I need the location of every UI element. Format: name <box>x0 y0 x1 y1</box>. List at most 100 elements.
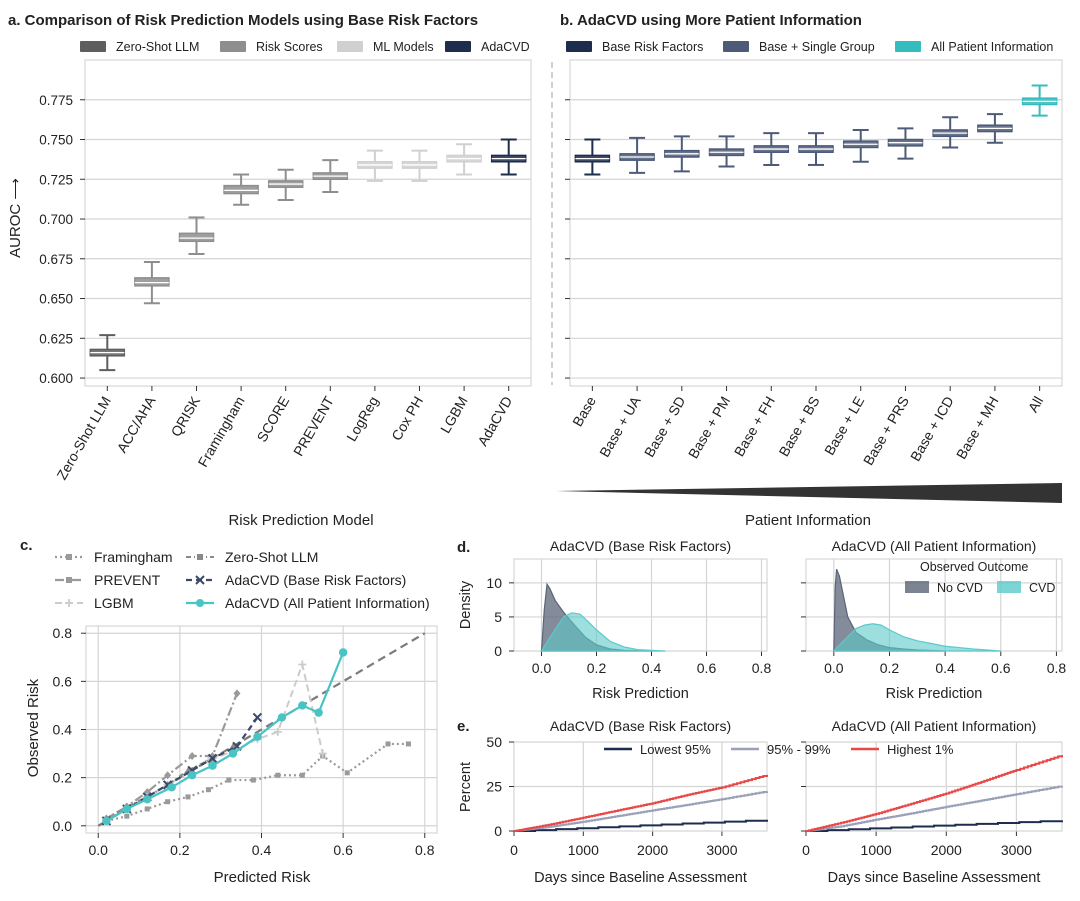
point-adacvd-base-risk-factors <box>252 712 263 723</box>
x-tick-label: 0 <box>510 842 518 858</box>
x-tick-label-base-icd: Base + ICD <box>907 394 957 464</box>
panel-a-ylabel: AUROC ⟶ <box>7 178 24 258</box>
incidence-line-lowest-95 <box>806 820 1063 832</box>
legend-swatch-risk-scores <box>220 41 246 52</box>
x-tick-label: 0.6 <box>697 660 717 676</box>
y-tick-label: 0.8 <box>53 625 73 641</box>
subplot-xlabel: Risk Prediction <box>592 686 689 702</box>
point-adacvd-all-patient-information <box>208 761 217 770</box>
y-tick-label: 0 <box>494 823 502 839</box>
point-framingham <box>250 777 256 783</box>
y-tick-label: 0 <box>494 643 502 659</box>
x-tick-label: 0.2 <box>587 660 607 676</box>
x-tick-label: 2000 <box>637 842 668 858</box>
x-tick-label: 0 <box>802 842 810 858</box>
incidence-ylabel: Percent <box>458 762 474 812</box>
point-lgbm <box>298 660 307 669</box>
legend-label-adacvd: AdaCVD <box>481 40 530 54</box>
x-tick-label-base-pm: Base + PM <box>685 394 733 462</box>
y-tick-label: 0.6 <box>53 673 73 689</box>
legend-swatch-ml-models <box>337 41 363 52</box>
x-tick-label: 1000 <box>861 842 892 858</box>
x-tick-label-score: SCORE <box>254 394 293 445</box>
point-adacvd-all-patient-information <box>253 732 262 741</box>
legend-marker <box>196 599 204 607</box>
panel-c-plot: 0.0 0.2 0.4 0.6 0.8 0.0 0.2 0.4 0.6 0.8 <box>53 625 438 858</box>
series-line-framingham <box>106 742 409 823</box>
x-tick-label: 0.0 <box>532 660 552 676</box>
y-tick-label: 0.600 <box>39 371 73 386</box>
x-tick-label-logreg: LogReg <box>343 394 381 444</box>
x-tick-label: 2000 <box>931 842 962 858</box>
x-tick-label-prevent: PREVENT <box>290 393 337 459</box>
panel-a-title: a. Comparison of Risk Prediction Models … <box>8 12 478 29</box>
x-tick-label-base-le: Base + LE <box>821 394 867 458</box>
x-tick-label-acc-aha: ACC/AHA <box>114 393 159 455</box>
y-tick-label: 0.775 <box>39 93 73 108</box>
point-framingham <box>385 741 391 747</box>
incidence-legend: Lowest 95% 95% - 99% Highest 1% <box>604 742 954 757</box>
x-tick-label: 0.8 <box>1047 660 1067 676</box>
legend-swatch-zero-shot-llm <box>80 41 106 52</box>
panel-c-xlabel: Predicted Risk <box>214 869 311 886</box>
x-tick-label-base: Base <box>569 393 599 429</box>
x-tick-label: 1000 <box>568 842 599 858</box>
density-subplot-2: AdaCVD (All Patient Information) 0.0 0.2 0.… <box>801 538 1066 702</box>
point-framingham <box>405 741 411 747</box>
incidence-subplot-2: AdaCVD (All Patient Information) 0 1000 200… <box>801 718 1063 886</box>
y-tick-label: 10 <box>486 575 502 591</box>
density-subplot-1: AdaCVD (Base Risk Factors) 0.0 0.2 0.4 0.6 0.… <box>486 538 771 702</box>
x-tick-label: 0.4 <box>252 842 272 858</box>
x-tick-label-adacvd: AdaCVD <box>474 394 515 449</box>
subplot-title: AdaCVD (Base Risk Factors) <box>550 718 731 734</box>
incidence-line-95-99 <box>806 785 1063 832</box>
x-tick-label: 0.4 <box>642 660 662 676</box>
panel-b-legend: Base Risk Factors Base + Single Group All … <box>566 40 1053 54</box>
point-adacvd-all-patient-information <box>277 713 287 722</box>
panel-b-title: b. AdaCVD using More Patient Information <box>560 12 862 29</box>
plot-frame <box>84 59 532 387</box>
legend-label-no-cvd: No CVD <box>937 581 983 595</box>
x-tick-label: 0.0 <box>824 660 844 676</box>
x-tick-label-lgbm: LGBM <box>437 394 471 436</box>
panel-a-plot: 0.600 0.625 0.650 0.675 0.700 0.725 0.750 0.775… <box>39 59 532 482</box>
panel-b-xlabel: Patient Information <box>745 512 871 529</box>
panel-d-label: d. <box>457 539 470 556</box>
y-tick-label: 0.0 <box>53 818 73 834</box>
point-lgbm <box>318 749 327 758</box>
point-adacvd-all-patient-information <box>298 701 307 710</box>
x-tick-label-base-mh: Base + MH <box>953 394 1002 462</box>
point-framingham <box>185 794 191 800</box>
point-framingham <box>344 770 350 776</box>
legend-label-ml-models: ML Models <box>373 40 434 54</box>
subplot-xlabel: Days since Baseline Assessment <box>828 870 1041 886</box>
legend-marker <box>197 554 203 560</box>
x-tick-label: 3000 <box>706 842 737 858</box>
legend-label-95-99: 95% - 99% <box>767 742 831 757</box>
y-tick-label: 50 <box>486 734 502 750</box>
point-prevent <box>188 751 196 760</box>
x-tick-label: 0.2 <box>880 660 900 676</box>
legend-label-adacvd-base-risk-factors: AdaCVD (Base Risk Factors) <box>225 572 406 588</box>
subplot-xlabel: Days since Baseline Assessment <box>534 870 747 886</box>
legend-label-base-risk-factors: Base Risk Factors <box>602 40 703 54</box>
point-framingham <box>205 787 211 793</box>
incidence-line-lowest-95 <box>514 819 768 832</box>
info-wedge <box>556 483 1062 503</box>
legend-marker <box>66 554 72 560</box>
legend-label-lgbm: LGBM <box>94 595 134 611</box>
subplot-title: AdaCVD (Base Risk Factors) <box>550 538 731 554</box>
y-tick-label: 0.650 <box>39 292 73 307</box>
y-tick-label: 0.4 <box>53 722 73 738</box>
incidence-line-highest-1 <box>514 774 768 832</box>
x-tick-label-base-sd: Base + SD <box>641 394 689 460</box>
point-framingham <box>124 813 130 819</box>
box-qrisk <box>178 232 215 243</box>
y-tick-label: 0.750 <box>39 133 73 148</box>
point-prevent <box>233 689 241 698</box>
box-framingham <box>223 184 259 195</box>
perfect-calibration-line <box>97 632 426 827</box>
point-adacvd-all-patient-information <box>122 804 132 814</box>
